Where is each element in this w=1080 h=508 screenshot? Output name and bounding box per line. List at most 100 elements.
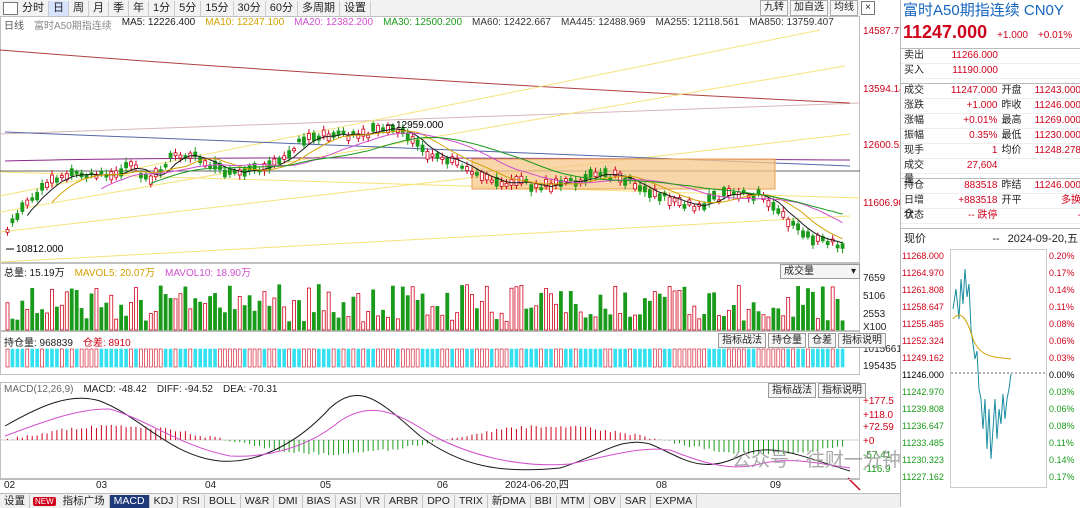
candle-body	[766, 199, 771, 208]
period-tab[interactable]: 设置	[340, 0, 371, 16]
candle-body	[331, 132, 336, 138]
macd-help-button[interactable]: 指标说明	[818, 383, 866, 398]
last-price: 11247.000	[903, 22, 988, 42]
stat-l2: 均价	[1001, 145, 1022, 156]
period-tab[interactable]: 季	[109, 0, 129, 16]
close-icon[interactable]: ×	[861, 1, 875, 15]
oi-bar	[25, 348, 30, 368]
volume-bar	[687, 314, 692, 331]
oi-bar	[376, 348, 380, 368]
volume-bar	[143, 320, 148, 331]
add-favorite-button[interactable]: 加自选	[790, 0, 828, 16]
indicator-tab[interactable]: 新DMA	[488, 494, 531, 508]
indicator-tab[interactable]: SAR	[621, 494, 652, 508]
volume-bar	[608, 314, 613, 331]
candle-body	[736, 191, 741, 199]
layout-icon[interactable]	[3, 1, 18, 15]
volume-bar	[252, 310, 257, 331]
stat-l1: 日增仓	[904, 195, 924, 220]
indicator-tab[interactable]: KDJ	[150, 494, 179, 508]
indicator-tab[interactable]: VR	[361, 494, 386, 508]
oi-bar	[820, 348, 825, 368]
indicator-help-button[interactable]: 指标说明	[838, 333, 886, 348]
indicator-tab[interactable]: MTM	[557, 494, 590, 508]
indicator-tab[interactable]: DPO	[423, 494, 455, 508]
stat-v2: 11243.000	[1034, 85, 1080, 96]
macd-strategy-button[interactable]: 指标战法	[768, 383, 816, 398]
oi-bar	[223, 348, 227, 368]
volume-bar	[568, 290, 573, 331]
oi-bar	[702, 348, 707, 368]
indicator-tab[interactable]: BOLL	[205, 494, 241, 508]
oi-bar	[35, 348, 39, 368]
period-tab[interactable]: 多周期	[298, 0, 340, 16]
volume-bar	[69, 288, 74, 331]
oi-bar	[771, 348, 776, 368]
indicator-tab[interactable]: BIAS	[303, 494, 336, 508]
intraday-price-label: 11239.808	[902, 404, 944, 414]
volume-bar	[405, 295, 410, 331]
indicator-tab[interactable]: TRIX	[455, 494, 488, 508]
indicator-tab[interactable]: ASI	[336, 494, 362, 508]
oi-bar	[60, 348, 64, 368]
volume-bar	[148, 313, 153, 331]
volume-bar	[638, 314, 642, 331]
indicator-tab[interactable]: ARBR	[385, 494, 424, 508]
indicator-tab[interactable]: BBI	[531, 494, 557, 508]
oi-bar	[114, 348, 119, 368]
oi-bar	[400, 348, 405, 368]
candle-body	[341, 130, 346, 135]
intraday-price-label: 11233.485	[902, 438, 944, 448]
candle-body	[643, 186, 647, 193]
jiuzhuan-button[interactable]: 九转	[760, 0, 788, 16]
oi-bar	[203, 348, 207, 368]
indicator-tab[interactable]: OBV	[590, 494, 621, 508]
period-tab[interactable]: 15分	[201, 0, 234, 16]
intraday-pct-label: 0.03%	[1049, 353, 1075, 363]
candle-body	[99, 170, 104, 174]
volume-bar	[178, 293, 183, 331]
indicator-tab[interactable]: W&R	[241, 494, 275, 508]
oi-diff-toggle-button[interactable]: 仓差	[808, 333, 836, 348]
intraday-pct-label: 0.08%	[1049, 319, 1075, 329]
oi-bar	[119, 348, 123, 368]
ma-button[interactable]: 均线	[830, 0, 858, 16]
oi-bar	[514, 348, 519, 368]
volume-bar	[786, 297, 791, 331]
indicator-tab[interactable]: DMI	[274, 494, 303, 508]
indicator-tab[interactable]: RSI	[178, 494, 205, 508]
candle-body	[237, 169, 242, 176]
oi-toggle-button[interactable]: 持仓量	[768, 333, 806, 348]
indicator-tab[interactable]: EXPMA	[651, 494, 698, 508]
oi-bar	[756, 348, 761, 368]
period-tab[interactable]: 年	[129, 0, 149, 16]
period-tab[interactable]: 日	[49, 0, 69, 16]
volume-bar	[386, 316, 390, 331]
oi-bar	[786, 348, 791, 368]
oi-bar	[316, 348, 321, 368]
indicator-tab[interactable]: 指标广场	[59, 494, 110, 508]
indicator-dropdown[interactable]: 成交量 ▾	[780, 264, 860, 279]
period-tab[interactable]: 60分	[266, 0, 298, 16]
indicator-tab[interactable]: 设置	[0, 494, 30, 508]
volume-bar	[173, 298, 178, 331]
volume-bar	[10, 318, 15, 331]
period-tab[interactable]: 30分	[234, 0, 266, 16]
period-tab[interactable]: 分时	[18, 0, 49, 16]
candle-body	[702, 203, 707, 211]
indicator-tab[interactable]: MACD	[109, 494, 150, 508]
candle-body	[534, 183, 539, 189]
period-tab[interactable]: 5分	[175, 0, 202, 16]
oi-bar	[307, 348, 311, 368]
price-panel-frame	[0, 16, 860, 263]
period-tab[interactable]: 1分	[149, 0, 176, 16]
candle-body	[815, 234, 820, 242]
oi-bar	[504, 348, 509, 368]
period-tab[interactable]: 月	[89, 0, 109, 16]
buy-value: 11190.000	[952, 65, 998, 76]
stat-v2: 11230.000	[1034, 130, 1080, 141]
oi-bar	[341, 348, 346, 368]
indicator-strategy-button[interactable]: 指标战法	[718, 333, 766, 348]
volume-bar	[218, 307, 222, 331]
period-tab[interactable]: 周	[69, 0, 89, 16]
